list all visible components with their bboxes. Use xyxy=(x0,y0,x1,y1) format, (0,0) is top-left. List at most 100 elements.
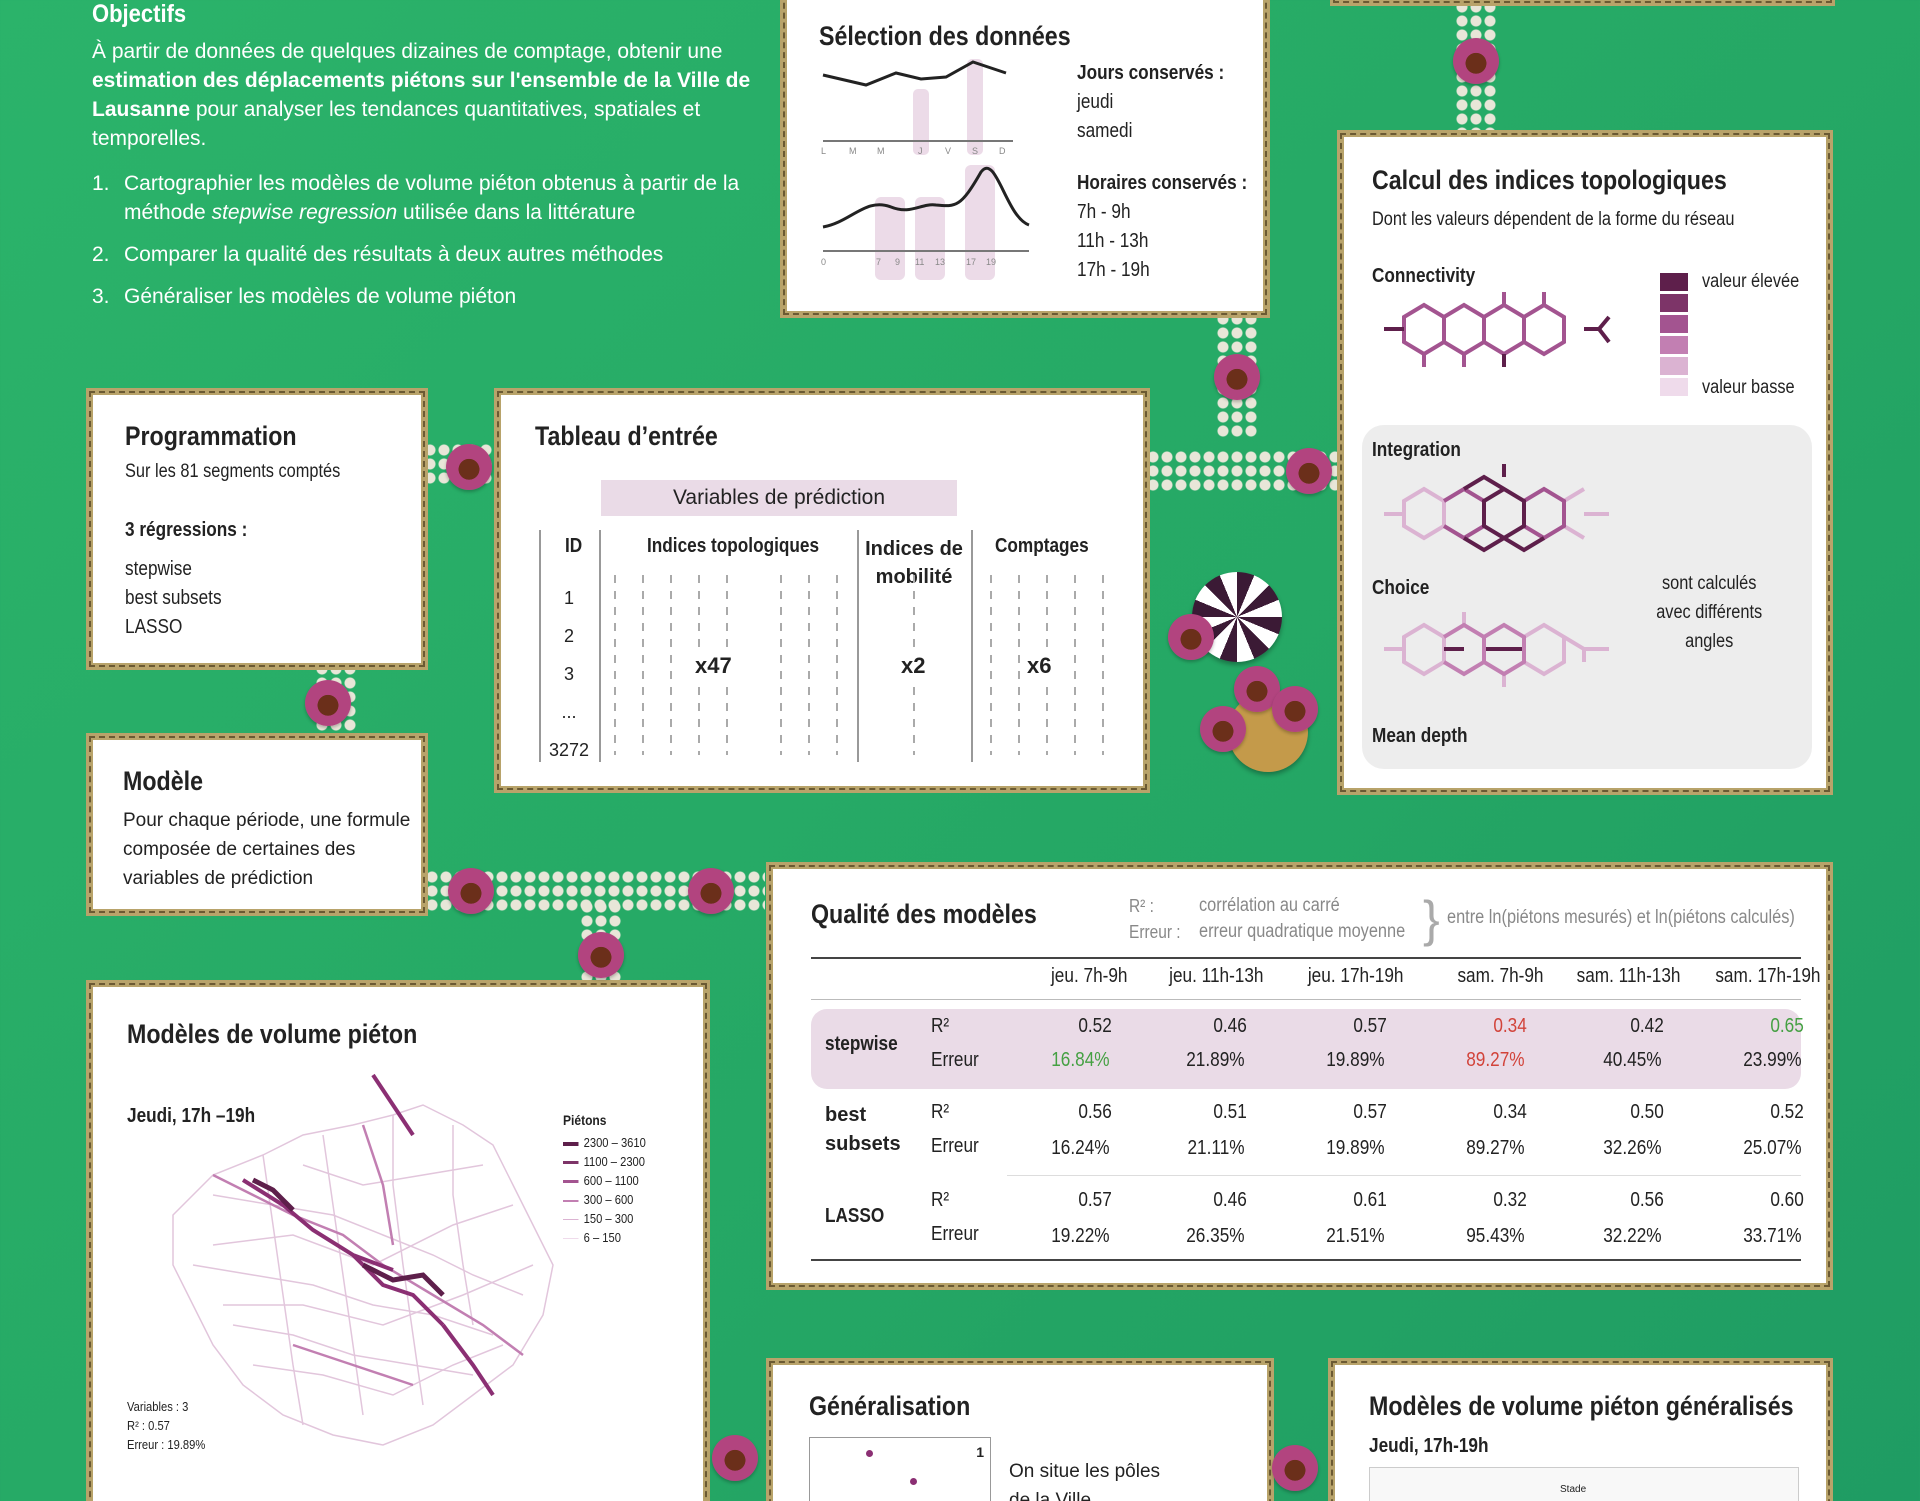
volume-legend-title: Piétons xyxy=(563,1112,607,1128)
horaires-block: Horaires conservés : 7h - 9h 11h - 13h 1… xyxy=(1077,169,1275,285)
generalises-subtitle: Jeudi, 17h-19h xyxy=(1369,1435,1489,1457)
id-value: 2 xyxy=(563,626,574,646)
legend-range: 1100 – 2300 xyxy=(583,1154,645,1169)
legend-line xyxy=(563,1199,579,1202)
legend-swatch xyxy=(1660,357,1688,375)
best-err-cell: 16.24% xyxy=(1051,1137,1110,1159)
col-separator xyxy=(857,530,859,762)
stepwise-r2-cell: 0.42 xyxy=(1630,1015,1664,1037)
stepwise-err-cell: 89.27% xyxy=(1466,1049,1525,1071)
objective-item: 3. Généraliser les modèles de volume piét… xyxy=(92,282,752,311)
regression-item: best subsets xyxy=(125,587,222,609)
generalises-map: Stade xyxy=(1369,1467,1799,1501)
r2-label: R² xyxy=(931,1015,950,1037)
r2-label: R² xyxy=(931,1101,950,1123)
item-number: 1. xyxy=(92,172,110,195)
jour-value: samedi xyxy=(1077,120,1133,142)
col-separator xyxy=(539,530,541,762)
horaire-value: 11h - 13h xyxy=(1077,230,1149,252)
best-err-cell: 89.27% xyxy=(1466,1137,1525,1159)
id-value: 3272 xyxy=(548,740,590,760)
pedestrian-icon xyxy=(1272,1445,1318,1491)
horaires-label: Horaires conservés : xyxy=(1077,172,1248,194)
stepwise-r2-cell: 0.57 xyxy=(1353,1015,1387,1037)
jour-value: jeudi xyxy=(1077,91,1114,113)
qualite-panel: Qualité des modèles R² : Erreur : corrél… xyxy=(766,862,1833,1290)
generalisation-text: On situe les pôles de la Ville xyxy=(1009,1461,1161,1501)
weekly-line xyxy=(822,60,1007,87)
best-r2-cell: 0.34 xyxy=(1493,1101,1527,1123)
modele-text: Pour chaque période, une formule composé… xyxy=(123,810,411,889)
err-label: Erreur xyxy=(931,1135,979,1157)
legend-swatch xyxy=(1660,294,1688,312)
modele-title: Modèle xyxy=(123,766,203,796)
best-r2-cell: 0.57 xyxy=(1353,1101,1387,1123)
lasso-r2-cell: 0.32 xyxy=(1493,1189,1527,1211)
volume-subtitle: Jeudi, 17h –19h xyxy=(127,1105,256,1127)
id-column: 1 2 3 ... 3272 xyxy=(541,579,597,769)
item-text: Cartographier les modèles de volume piét… xyxy=(124,172,740,224)
best-r2-cell: 0.51 xyxy=(1213,1101,1247,1123)
row-lasso-name: LASSO xyxy=(825,1205,885,1227)
hour-tick: 17 xyxy=(966,257,976,267)
legend-high-label: valeur élevée xyxy=(1702,271,1800,292)
generalises-panel: Modèles de volume piéton généralisés Jeu… xyxy=(1328,1358,1833,1501)
pole-dot xyxy=(910,1478,917,1485)
legend-swatch xyxy=(1660,378,1688,396)
legend-range: 300 – 600 xyxy=(583,1192,634,1207)
volume-panel: Modèles de volume piéton Jeudi, 17h –19h xyxy=(86,980,710,1501)
integration-label: Integration xyxy=(1372,439,1461,461)
x-count: x6 xyxy=(1023,653,1056,679)
legend-row: 300 – 600 xyxy=(563,1190,646,1209)
regression-item: stepwise xyxy=(125,558,192,580)
lasso-err-cell: 26.35% xyxy=(1186,1225,1245,1247)
best-err-cell: 19.89% xyxy=(1326,1137,1385,1159)
item-text: Comparer la qualité des résultats à deux… xyxy=(124,243,664,266)
legend-row: 1100 – 2300 xyxy=(563,1152,646,1171)
lasso-err-cell: 21.51% xyxy=(1326,1225,1385,1247)
item-text-post: utilisée dans la littérature xyxy=(397,201,636,224)
legend-range: 6 – 150 xyxy=(583,1230,621,1245)
best-r2-cell: 0.52 xyxy=(1770,1101,1804,1123)
err-label: Erreur xyxy=(931,1049,979,1071)
integration-network xyxy=(1384,464,1609,553)
header-rule xyxy=(811,957,1801,959)
r2-desc: corrélation au carré xyxy=(1199,895,1340,916)
highlight-midday xyxy=(915,197,945,280)
legend-low-label: valeur basse xyxy=(1702,377,1795,398)
volume-title: Modèles de volume piéton xyxy=(127,1019,418,1049)
pedestrian-icon xyxy=(688,868,734,914)
legend-line xyxy=(563,1218,579,1221)
stepwise-r2-cell: 0.52 xyxy=(1078,1015,1112,1037)
day-tick: V xyxy=(945,146,951,156)
stat-line: Erreur : 19.89% xyxy=(127,1437,206,1452)
stepwise-err-cell: 40.45% xyxy=(1603,1049,1662,1071)
variables-banner: Variables de prédiction xyxy=(601,480,957,516)
map-number: 1 xyxy=(976,1444,984,1460)
hour-tick: 19 xyxy=(986,257,996,267)
pedestrian-network-map xyxy=(172,1073,554,1446)
legend-line xyxy=(563,1238,579,1240)
pole-dot xyxy=(866,1450,873,1457)
lasso-err-cell: 33.71% xyxy=(1743,1225,1802,1247)
hour-tick: 7 xyxy=(876,257,881,267)
pedestrian-icon xyxy=(305,680,351,726)
day-tick: S xyxy=(972,146,978,156)
best-err-cell: 32.26% xyxy=(1603,1137,1662,1159)
horaire-value: 7h - 9h xyxy=(1077,201,1131,223)
row-stepwise-name: stepwise xyxy=(825,1033,898,1055)
hour-tick: 0 xyxy=(821,257,826,267)
legend-swatch xyxy=(1660,315,1688,333)
jours-label: Jours conservés : xyxy=(1077,62,1225,84)
programmation-subtitle: Sur les 81 segments comptés xyxy=(125,461,341,482)
topo-panel: Calcul des indices topologiques Dont les… xyxy=(1337,130,1833,795)
x-topo: x47 xyxy=(691,653,736,679)
lasso-r2-cell: 0.60 xyxy=(1770,1189,1804,1211)
generalisation-map: 1 xyxy=(809,1437,991,1501)
stepwise-err-cell: 23.99% xyxy=(1743,1049,1802,1071)
col-header: sam. 17h-19h xyxy=(1715,965,1821,987)
err-label: Erreur xyxy=(931,1223,979,1245)
choice-network xyxy=(1384,612,1609,687)
selection-title: Sélection des données xyxy=(819,21,1071,51)
hour-tick: 11 xyxy=(915,257,924,267)
